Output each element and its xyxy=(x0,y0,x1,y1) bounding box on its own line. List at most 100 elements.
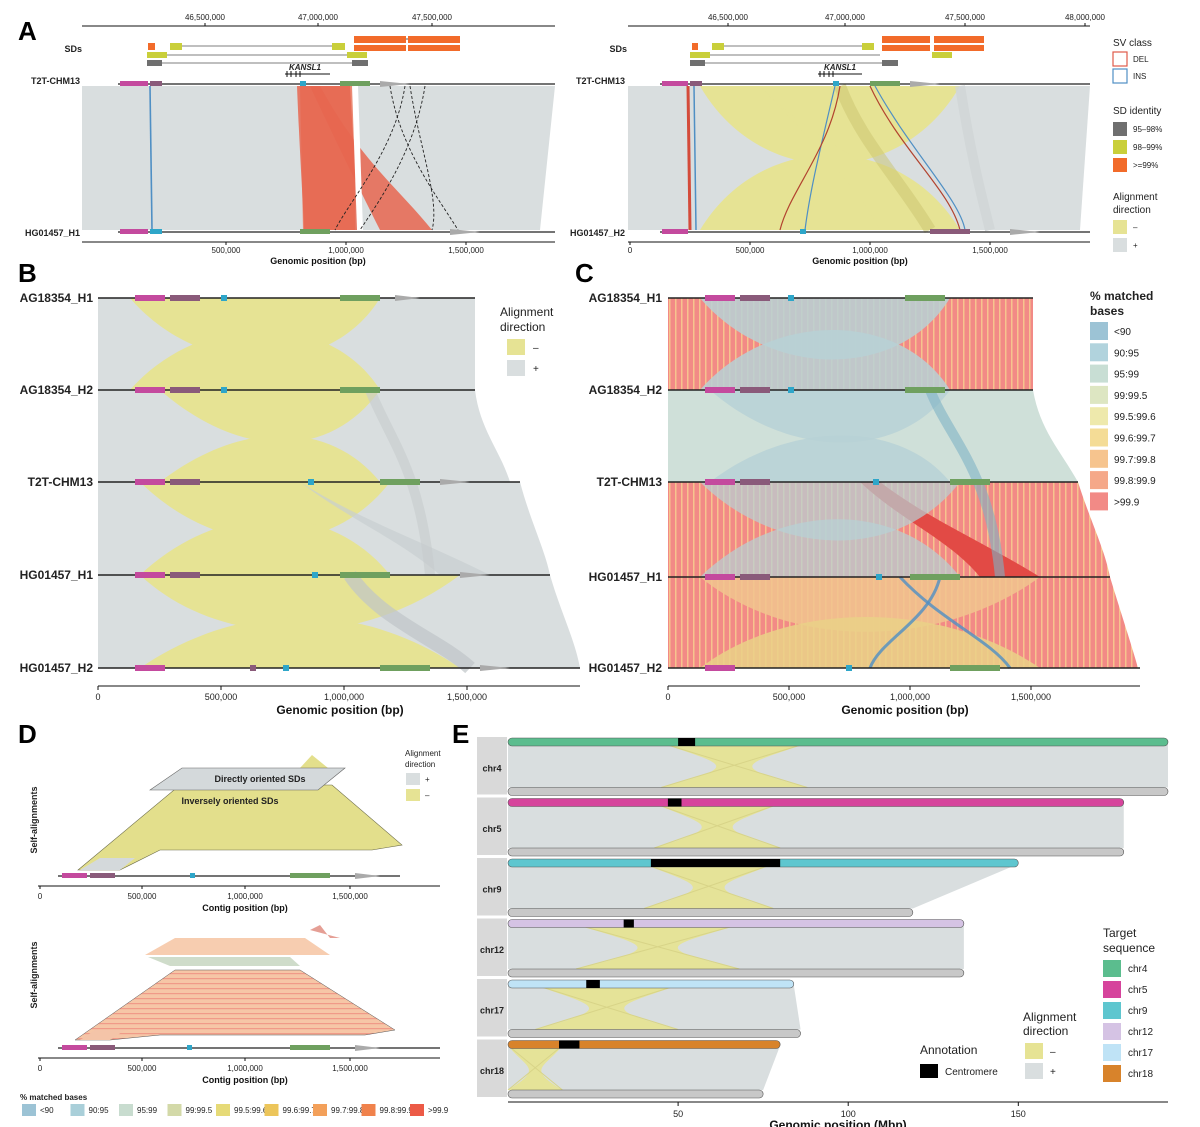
target-bar xyxy=(507,919,965,928)
facet-label: chr4 xyxy=(482,763,501,773)
panel-e: E chr4 chr5 chr9 chr12 chr17 chr18 50 100 150 Gen… xyxy=(452,719,1169,1127)
tick-label: 47,500,000 xyxy=(945,13,986,22)
legend-swatch xyxy=(1103,1044,1121,1061)
legend-title: Alignment xyxy=(1023,1010,1077,1024)
panel-a: A 46,500,000 47,000,000 47,500,000 SDs xyxy=(18,13,1162,266)
track-label: HG01457_H2 xyxy=(589,661,663,675)
legend-title: bases xyxy=(1090,304,1124,318)
legend-title: sequence xyxy=(1103,941,1155,955)
track-label: T2T-CHM13 xyxy=(28,475,94,489)
legend-swatch xyxy=(313,1104,327,1116)
panel-d: D Self-alignments Directly oriented SDs … xyxy=(18,719,449,1116)
legend-title: direction xyxy=(1113,205,1151,216)
legend-item: Centromere xyxy=(945,1067,998,1078)
legend-item: 95–98% xyxy=(1133,125,1162,134)
legend-item: – xyxy=(425,791,430,800)
tick-label: 500,000 xyxy=(736,246,765,255)
legend-item: + xyxy=(1133,241,1138,250)
legend-item: 99.8:99.9 xyxy=(380,1106,414,1115)
gene-glyphs-right xyxy=(662,81,1040,235)
legend-item: INS xyxy=(1133,72,1146,81)
legend-swatch xyxy=(1090,449,1108,468)
tick-label: 500,000 xyxy=(128,892,157,901)
inversion-ribbon-edge xyxy=(643,863,774,909)
alignment-ribbon xyxy=(508,924,964,969)
tick-label: 1,000,000 xyxy=(852,246,888,255)
alignment-ribbon xyxy=(508,743,1168,788)
legend-swatch xyxy=(1090,407,1108,426)
facet-strip xyxy=(477,979,507,1037)
legend-swatch xyxy=(410,1104,424,1116)
tick-label: 1,500,000 xyxy=(1011,692,1051,702)
sd-blocks-right xyxy=(690,36,984,66)
legend-title: Alignment xyxy=(500,305,554,319)
facet-strip xyxy=(477,918,507,976)
tick-label: 1,500,000 xyxy=(447,692,487,702)
inversion-ribbon-edge xyxy=(654,803,781,849)
query-bar xyxy=(507,1029,801,1038)
centromere xyxy=(586,980,600,988)
legend-item: 99.7:99.8 xyxy=(331,1106,365,1115)
legend-swatch xyxy=(361,1104,376,1116)
legend-d-matched: % matched bases <90 90:95 95:99 99:99.5 99.5… xyxy=(20,1093,449,1116)
centromere xyxy=(559,1040,580,1049)
legend-swatch xyxy=(1103,1065,1121,1082)
gene-glyphs-left xyxy=(120,81,480,235)
legend-swatch xyxy=(70,1104,85,1116)
tick-label: 1,500,000 xyxy=(332,892,368,901)
legend-a: SV class DEL INS SD identity 95–98% 98–9… xyxy=(1112,38,1162,252)
tick-label: 0 xyxy=(628,246,633,255)
tick-label: 0 xyxy=(95,692,100,702)
gene-kansl1-right: KANSL1 xyxy=(818,63,862,77)
target-bar xyxy=(507,979,795,989)
tick-label: 0 xyxy=(38,892,43,901)
tick-label: 500,000 xyxy=(212,246,241,255)
panel-d-lower: Self-alignments 0 500,000 1,000,000 1,50… xyxy=(29,925,440,1085)
tick-label: 1,000,000 xyxy=(227,1064,263,1073)
tick-label: 1,500,000 xyxy=(332,1064,368,1073)
facet-label: chr17 xyxy=(480,1005,504,1015)
legend-item: >=99% xyxy=(1133,161,1158,170)
facet-label: chr12 xyxy=(480,945,504,955)
sds-label: SDs xyxy=(609,44,627,54)
panel-label-e: E xyxy=(452,719,469,749)
facet-label: chr18 xyxy=(480,1066,504,1076)
legend-item: chr5 xyxy=(1128,985,1148,996)
panel-label-a: A xyxy=(18,16,37,46)
x-axis-title: Contig position (bp) xyxy=(202,1075,287,1085)
gene-label: KANSL1 xyxy=(824,63,857,72)
legend-item: 99.6:99.7 xyxy=(283,1106,317,1115)
alignment-ribbon xyxy=(508,803,1124,848)
x-axis-title: Contig position (bp) xyxy=(202,903,287,913)
facet-strip xyxy=(477,1039,507,1097)
legend-item: + xyxy=(533,364,539,375)
sd-blocks-left xyxy=(147,36,460,66)
legend-swatch xyxy=(1090,471,1108,490)
legend-item: >99.9 xyxy=(428,1106,449,1115)
track-label: HG01457_H1 xyxy=(20,568,94,582)
target-bar xyxy=(507,737,1169,747)
panel-c-ribbons xyxy=(668,298,1138,669)
tick-label: 1,000,000 xyxy=(890,692,930,702)
tick-label: 1,000,000 xyxy=(227,892,263,901)
legend-item: + xyxy=(425,775,430,784)
legend-swatch xyxy=(264,1104,279,1116)
legend-b: Alignment direction – + xyxy=(500,305,554,376)
tick-label: 47,000,000 xyxy=(298,13,339,22)
tick-label: 47,500,000 xyxy=(412,13,453,22)
y-axis-title: Self-alignments xyxy=(29,941,39,1008)
inversion-ribbon-edge xyxy=(507,1045,563,1091)
legend-title: direction xyxy=(1023,1024,1068,1038)
tick-label: 46,500,000 xyxy=(708,13,749,22)
legend-c: % matched bases <90 90:95 95:99 99:99.5 99.5… xyxy=(1090,289,1156,511)
tick-label: 1,500,000 xyxy=(448,246,484,255)
legend-item: + xyxy=(1050,1067,1056,1078)
x-axis-title: Genomic position (bp) xyxy=(841,703,968,717)
centromere xyxy=(623,919,634,928)
legend-swatch xyxy=(1090,322,1108,340)
track-label: AG18354_H2 xyxy=(589,383,663,397)
panel-b: B xyxy=(18,258,580,717)
track-label: T2T-CHM13 xyxy=(597,475,663,489)
panel-c: C xyxy=(575,258,1156,717)
